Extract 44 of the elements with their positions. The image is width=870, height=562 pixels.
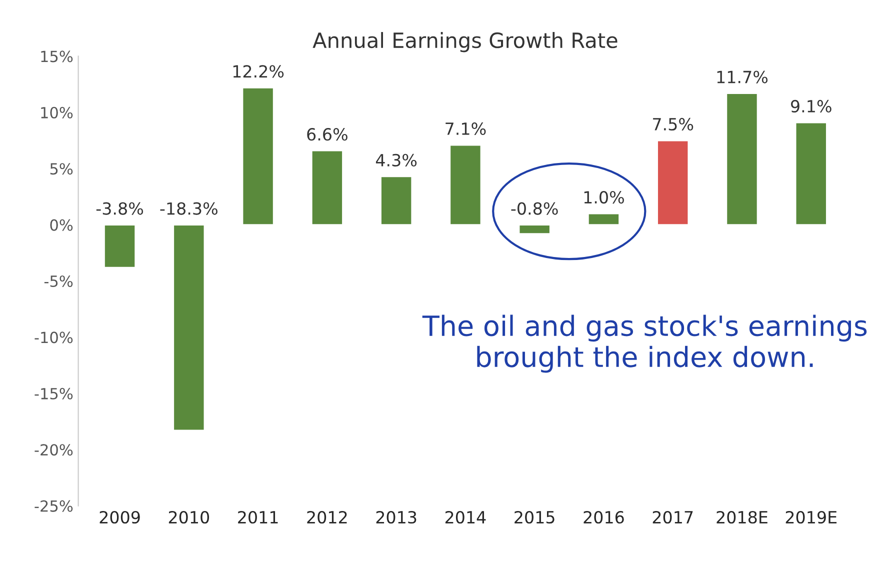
data-label: -0.8% [511,202,558,215]
bar [794,122,828,226]
bar [656,140,690,226]
bar [449,144,482,226]
data-label: 7.5% [653,118,694,131]
x-tick-label: 2011 [238,510,278,524]
data-label: -18.3% [160,202,218,215]
data-label: 11.7% [717,70,768,84]
x-tick-label: 2013 [376,510,416,524]
bar [518,224,551,234]
data-label: 9.1% [791,100,832,113]
data-label: 4.3% [376,154,417,166]
data-label: 6.6% [307,128,348,141]
y-tick-label: -15% [34,388,73,400]
x-tick-label: 2019E [786,510,837,524]
chart-title: Annual Earnings Growth Rate [312,32,618,52]
bar [242,86,274,226]
x-tick-label: 2009 [100,510,140,524]
x-tick-label: 2015 [514,510,554,524]
x-tick-label: 2010 [168,510,210,524]
y-tick-label: -25% [34,500,73,512]
y-tick-label: 15% [41,50,73,62]
y-tick-label: 10% [41,106,73,118]
bar [310,150,344,226]
data-label: 12.2% [233,65,284,78]
annotation: The oil and gas stock's earnings brought the index down. [422,314,867,373]
x-tick-label: 2016 [584,510,624,524]
x-tick-label: 2012 [307,510,347,524]
data-label: 1.0% [584,190,624,204]
x-tick-label: 2017 [652,510,693,524]
y-tick-label: -5% [44,275,73,288]
x-tick-label: 2014 [445,510,486,524]
y-tick-label: 0% [50,219,73,231]
x-tick-label: 2018E [716,510,768,524]
bar [172,224,206,432]
bar [726,92,758,226]
y-tick-label: -20% [34,444,73,456]
data-label: 7.1% [446,122,486,136]
bar [587,212,620,226]
y-tick-label: -10% [34,332,73,344]
bar [380,176,413,226]
bar [104,224,136,268]
data-label: -3.8% [96,202,144,215]
y-tick-label: 5% [50,163,73,175]
